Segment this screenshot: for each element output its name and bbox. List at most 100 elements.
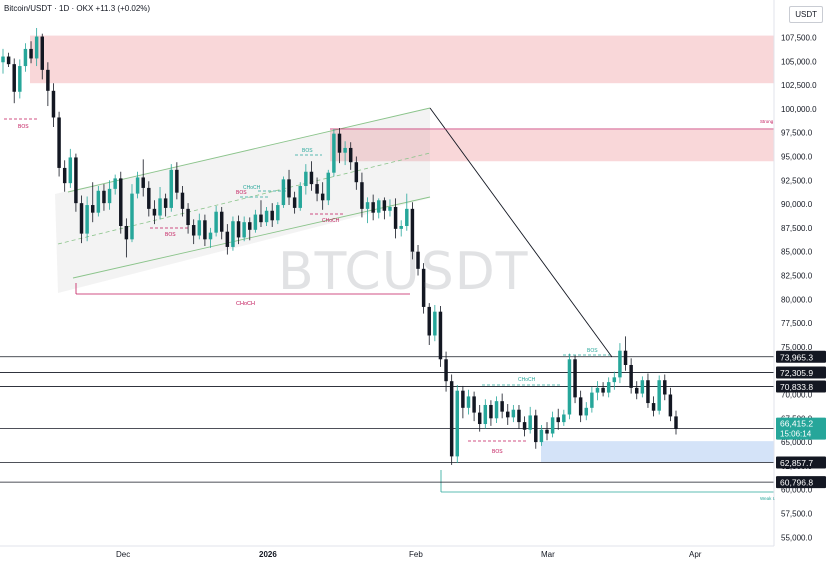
candle-body	[595, 387, 600, 393]
candle	[276, 202, 280, 225]
candle	[556, 408, 560, 430]
candle	[371, 194, 375, 221]
price-level-tag-text: 60,796.8	[780, 478, 813, 488]
candle-body	[635, 387, 639, 394]
y-tick-label: 55,000.0	[781, 533, 813, 542]
candle	[203, 214, 207, 246]
candle-body	[539, 429, 544, 443]
candle-body	[219, 211, 224, 232]
candle	[298, 182, 302, 211]
candle-body	[332, 133, 336, 173]
candle-body	[472, 396, 476, 413]
candle	[534, 409, 538, 449]
annotation-strong: Strong	[760, 119, 774, 124]
candle-body	[12, 64, 16, 92]
channel-lower-line	[72, 196, 431, 279]
candle-body	[612, 377, 617, 383]
candle	[500, 393, 504, 419]
candle	[511, 404, 516, 423]
candle	[528, 406, 532, 434]
candle	[601, 382, 605, 397]
candle-body	[203, 220, 207, 240]
candle-body	[231, 221, 235, 247]
candle-body	[74, 157, 78, 204]
candle	[242, 216, 246, 242]
symbol-header: Bitcoin/USDT · 1D · OKX +11.3 (+0.02%)	[4, 4, 150, 13]
candle-body	[388, 206, 392, 211]
candle-body	[113, 178, 117, 189]
candle	[483, 399, 488, 429]
y-tick-label: 90,000.0	[781, 200, 813, 209]
y-tick-label: 107,500.0	[781, 34, 817, 43]
candle	[646, 373, 650, 408]
candle	[629, 358, 633, 394]
candle-body	[517, 409, 521, 423]
annotation-choch-2: CHoCH	[322, 218, 340, 224]
x-tick-apr: Apr	[689, 550, 702, 559]
candle-body	[242, 222, 246, 238]
candle	[444, 351, 448, 392]
candle	[40, 33, 44, 80]
countdown-timer: 15:06:14	[780, 430, 812, 439]
candle	[567, 353, 572, 420]
candle-body	[34, 36, 39, 59]
candle-body	[264, 210, 269, 223]
candle-body	[562, 414, 566, 423]
candle	[360, 172, 364, 218]
candle	[46, 62, 50, 107]
price-level-tag	[776, 350, 826, 363]
candle-body	[90, 205, 95, 213]
candle-body	[141, 177, 145, 188]
candle-body	[23, 48, 28, 67]
candle	[141, 159, 145, 197]
price-level-tag	[776, 366, 826, 379]
symbol-name[interactable]: Bitcoin/USDT	[4, 4, 52, 13]
candle	[612, 371, 617, 390]
candle	[96, 186, 101, 217]
candle-body	[438, 311, 443, 360]
candle-body	[309, 171, 314, 185]
candle	[562, 409, 566, 426]
candle	[337, 127, 342, 164]
candle-body	[180, 192, 185, 209]
candle-body	[6, 56, 11, 65]
candle	[651, 396, 656, 417]
candle-body	[511, 409, 516, 418]
candle-body	[500, 401, 504, 412]
candle	[573, 355, 577, 404]
candle	[130, 184, 134, 243]
x-tick-dec: Dec	[116, 550, 130, 559]
candle	[550, 411, 555, 438]
candle	[208, 227, 213, 248]
candle	[494, 396, 499, 424]
channel-mid-line	[57, 152, 431, 245]
candle-body	[489, 404, 493, 419]
candle-body	[578, 397, 583, 416]
candle	[635, 381, 639, 400]
candle-body	[377, 200, 381, 213]
candle	[175, 162, 179, 200]
symbol-watermark: BTCUSDT	[278, 242, 529, 302]
candle	[517, 404, 521, 429]
candle-body	[96, 190, 101, 213]
interval[interactable]: 1D	[59, 4, 70, 13]
candle-body	[130, 193, 134, 240]
candle-body	[444, 359, 448, 382]
candle-body	[276, 205, 280, 221]
candle-body	[433, 311, 437, 336]
price-level-tag	[776, 476, 826, 489]
exchange: OKX	[76, 4, 94, 13]
candle-body	[528, 415, 532, 430]
candle	[545, 422, 549, 441]
candle-body	[29, 48, 33, 59]
candle	[152, 200, 157, 225]
price-level-tag-text: 72,305.9	[780, 368, 813, 378]
y-tick-label: 85,000.0	[781, 248, 813, 257]
currency-button[interactable]: USDT	[789, 6, 823, 23]
candle	[382, 197, 387, 220]
candle	[219, 206, 224, 240]
candle	[6, 52, 11, 68]
candle-body	[191, 225, 196, 236]
candle-body	[348, 147, 353, 163]
